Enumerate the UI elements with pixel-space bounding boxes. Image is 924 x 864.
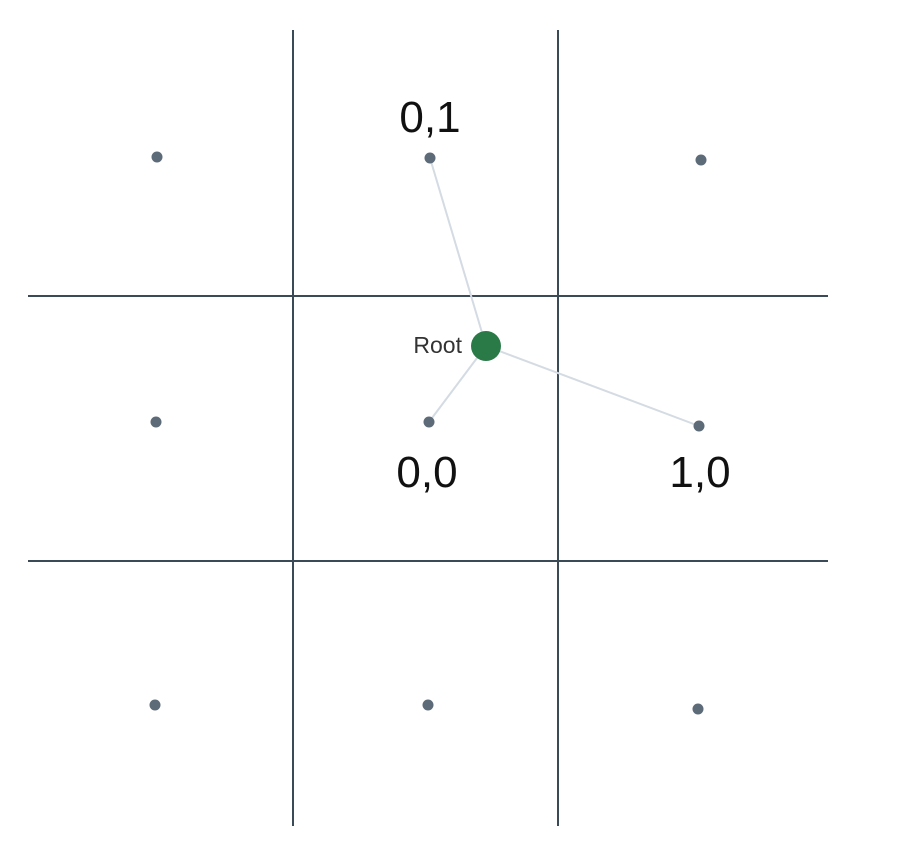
seed-point-0-0 (423, 416, 435, 428)
seed-point-bottom-left (149, 699, 161, 711)
label-cell-0-0: 0,0 (396, 448, 457, 497)
seed-point-bottom-middle (422, 699, 434, 711)
root-point (471, 331, 501, 361)
label-cell-0-1: 0,1 (399, 93, 460, 142)
seed-point-top-left (151, 151, 163, 163)
seed-point-0-1 (424, 152, 436, 164)
seed-point-top-right (695, 154, 707, 166)
connector-root-to-0-0 (428, 345, 487, 423)
seed-point-bottom-right (692, 703, 704, 715)
root-connectors (428, 157, 700, 427)
root-label: Root (413, 332, 462, 358)
seed-point-middle-left (150, 416, 162, 428)
connector-root-to-1-0 (485, 345, 700, 427)
seed-points (149, 151, 707, 715)
connector-root-to-0-1 (429, 157, 487, 347)
label-cell-1-0: 1,0 (669, 448, 730, 497)
seed-point-1-0 (693, 420, 705, 432)
grid-lines (28, 30, 828, 826)
